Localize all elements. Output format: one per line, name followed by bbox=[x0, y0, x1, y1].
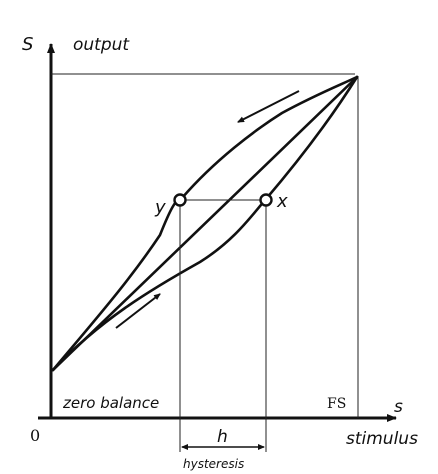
hysteresis-symbol: h bbox=[217, 427, 228, 447]
linear-reference-line bbox=[51, 75, 359, 372]
full-scale-label: FS bbox=[327, 396, 346, 412]
point-y-marker bbox=[173, 193, 187, 207]
y-axis-name: output bbox=[73, 35, 130, 55]
arrow-up-icon bbox=[115, 293, 161, 329]
zero-balance-label: zero balance bbox=[62, 394, 159, 412]
hysteresis-name: hysteresis bbox=[183, 457, 244, 471]
point-x-marker bbox=[259, 193, 273, 207]
origin-label: 0 bbox=[30, 426, 40, 445]
x-axis-symbol: s bbox=[394, 397, 403, 417]
lower-curve bbox=[51, 75, 359, 372]
point-y-label: y bbox=[154, 197, 166, 218]
arrow-down-icon bbox=[237, 90, 300, 123]
point-x-label: x bbox=[276, 191, 288, 212]
y-axis-symbol: S bbox=[22, 34, 33, 55]
x-axis-name: stimulus bbox=[346, 429, 418, 449]
